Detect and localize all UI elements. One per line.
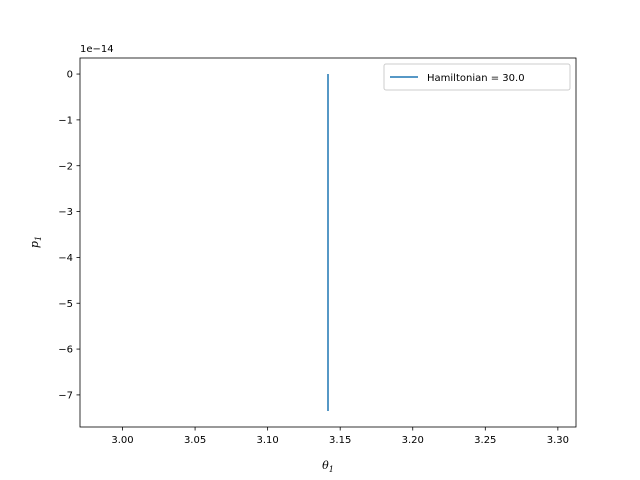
x-axis: 3.00 3.05 3.10 3.15 3.20 3.25 3.30	[111, 427, 569, 446]
y-tick-label: −4	[58, 253, 73, 264]
legend-label: Hamiltonian = 30.0	[427, 73, 525, 84]
x-tick-label: 3.15	[329, 435, 351, 446]
y-tick-label: −5	[58, 299, 73, 310]
y-axis-label: p1	[28, 236, 43, 248]
y-tick-label: −6	[58, 345, 73, 356]
legend: Hamiltonian = 30.0	[383, 63, 571, 91]
x-axis-label: θ1	[322, 459, 334, 474]
plot-frame	[79, 57, 577, 428]
y-tick-label: −2	[58, 161, 73, 172]
x-tick-label: 3.30	[547, 435, 569, 446]
x-tick-label: 3.20	[402, 435, 424, 446]
y-tick-label: −3	[58, 207, 73, 218]
y-tick-label: 0	[67, 70, 73, 81]
x-tick-label: 3.00	[111, 435, 133, 446]
y-tick-label: −7	[58, 391, 73, 402]
y-offset-label: 1e−14	[80, 44, 114, 55]
x-tick-label: 3.25	[474, 435, 496, 446]
x-tick-label: 3.05	[184, 435, 206, 446]
x-tick-label: 3.10	[256, 435, 278, 446]
plot-area-group	[79, 57, 577, 428]
y-axis: 0 −1 −2 −3 −4 −5 −6 −7	[58, 70, 80, 402]
y-tick-label: −1	[58, 115, 73, 126]
legend-box	[383, 63, 571, 91]
